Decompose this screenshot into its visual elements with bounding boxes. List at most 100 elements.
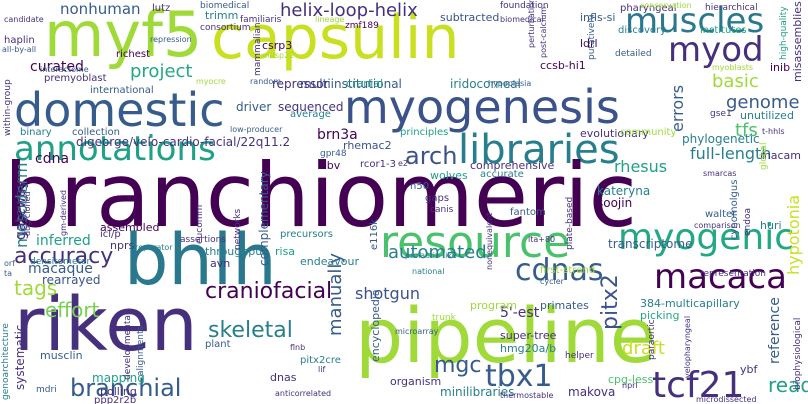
- word-trunk: trunk: [432, 313, 456, 323]
- word-paraortic: paraortic: [647, 319, 657, 360]
- word-binary: binary: [20, 127, 52, 138]
- word-consortium: consortium: [200, 23, 251, 33]
- word-cynomolgus: cynomolgus: [729, 179, 740, 240]
- word-principles: principles: [400, 127, 449, 138]
- word-all-by-all: all-by-all: [2, 45, 37, 54]
- word-myf5: myf5: [44, 0, 203, 71]
- word-t-hhls: t-hhls: [762, 127, 785, 136]
- word-polling: polling: [100, 385, 137, 398]
- word-nprs: nprs: [110, 239, 135, 252]
- word-conservation: conservation: [640, 1, 692, 10]
- word-cycler: cycler: [540, 277, 564, 286]
- word-cranial: cranial: [346, 77, 384, 90]
- word-draft: draft: [622, 338, 665, 359]
- word-networks: networks: [233, 208, 243, 250]
- word-primates: primates: [540, 299, 589, 312]
- word-biomedical-2: biomedical: [500, 15, 544, 24]
- word-zmf189: zmf189: [345, 21, 379, 31]
- word-lif: lif: [318, 365, 326, 374]
- word-premyoblast: premyoblast: [44, 73, 107, 84]
- word-hierarchical: hierarchical: [705, 3, 758, 13]
- word-384: 384-multicapillary: [640, 297, 740, 310]
- word-orf: orf: [4, 259, 15, 268]
- word-canis: canis: [430, 205, 454, 215]
- word-pitx2cre: pitx2cre: [300, 355, 341, 366]
- word-inferred: inferred: [36, 233, 91, 249]
- word-branchiomeric: branchiomeric: [4, 144, 638, 247]
- word-inib: inib: [770, 61, 791, 74]
- word-putatively: putatively: [587, 14, 597, 60]
- word-n50: n50: [410, 181, 430, 192]
- word-hypoplasia: hypoplasia: [488, 79, 532, 88]
- word-cdna: cdna: [35, 151, 70, 167]
- word-project: project: [130, 61, 193, 82]
- word-tfs: tfs: [735, 120, 758, 141]
- word-e2: e2: [398, 159, 409, 168]
- word-nprl: nprl: [622, 381, 638, 390]
- word-errors: errors: [668, 84, 687, 132]
- word-makova: makova: [568, 385, 616, 399]
- word-super-tree: super-tree: [500, 329, 557, 342]
- word-interactome: interactome: [40, 65, 89, 74]
- word-foundation: foundation: [500, 1, 549, 11]
- word-effort: effort: [45, 298, 100, 322]
- word-muscles: muscles: [625, 1, 765, 41]
- word-capsulin: capsulin: [211, 3, 460, 73]
- word-program: program: [470, 299, 517, 312]
- word-mgc: mgc: [434, 353, 482, 378]
- word-genome: genome: [726, 92, 800, 113]
- word-throughput: throughput: [205, 245, 267, 258]
- word-gpr48: gpr48: [320, 149, 347, 159]
- word-high-quality: high-quality: [779, 6, 789, 60]
- word-endoa: endoa: [743, 208, 753, 236]
- word-endeavour: endeavour: [300, 255, 359, 268]
- word-brn3a: brn3a: [317, 127, 358, 143]
- word-bhlh: bhlh: [124, 219, 277, 301]
- word-musp22: musp22: [262, 51, 295, 60]
- word-comprehensive: comprehensive: [470, 159, 555, 172]
- word-craniofacial: craniofacial: [205, 279, 333, 304]
- word-myoblasts: myoblasts: [712, 63, 754, 72]
- word-post-calcium: post-calcium: [539, 6, 548, 58]
- word-transcriptome: transcriptome: [608, 237, 693, 251]
- word-resource: resource: [380, 217, 571, 268]
- word-trimm: trimm: [205, 9, 239, 22]
- word-prolactin-like: prolactin-like: [405, 251, 457, 260]
- word-organism: organism: [390, 375, 442, 388]
- word-hypotonia: hypotonia: [784, 194, 803, 275]
- word-ldrl: ldrl: [580, 37, 598, 50]
- word-national: national: [412, 267, 445, 276]
- word-pipeline: pipeline: [355, 291, 657, 380]
- word-evolutionary: evolutionary: [580, 127, 649, 140]
- word-perturbation: perturbation: [527, 0, 536, 48]
- word-collection: collection: [72, 127, 120, 138]
- word-wolves: wolves: [430, 169, 468, 182]
- word-detailed: detailed: [615, 49, 652, 59]
- word-microdissected: microdissected: [696, 395, 757, 404]
- word-skeletal: skeletal: [208, 318, 293, 343]
- word-domestic: domestic: [14, 83, 225, 137]
- word-plant: plant: [205, 339, 231, 350]
- word-fantom: fantom: [510, 207, 546, 218]
- word-minilibraries: minilibraries: [440, 385, 515, 399]
- word-lutz: lutz: [152, 3, 171, 14]
- word-risa: risa: [275, 245, 296, 258]
- word-kateryna: kateryna: [597, 184, 651, 198]
- word-rhemac2: rhemac2: [343, 139, 392, 152]
- word-smarcas: smarcas: [703, 169, 737, 178]
- word-densitometer: densitometer: [30, 257, 91, 267]
- word-gm-derived: gm-derived: [59, 189, 68, 236]
- word-driver: driver: [236, 100, 272, 114]
- word-velopharyngeal: velopharyngeal: [683, 315, 692, 378]
- word-full-length: full-length: [690, 144, 772, 163]
- word-precursors: precursors: [280, 229, 333, 240]
- word-basic: basic: [712, 71, 759, 92]
- word-unutilized: unutilized: [740, 109, 794, 122]
- word-encyclopedia: encyclopedia: [369, 289, 382, 362]
- word-lta80: lta+80: [528, 235, 556, 244]
- word-pharyngeal: pharyngeal: [620, 3, 677, 14]
- word-macam: macam: [760, 149, 801, 162]
- word-iridocorneal: iridocorneal: [450, 77, 521, 91]
- word-preparator: preparator: [130, 243, 173, 252]
- word-infls: infls-si: [580, 11, 616, 24]
